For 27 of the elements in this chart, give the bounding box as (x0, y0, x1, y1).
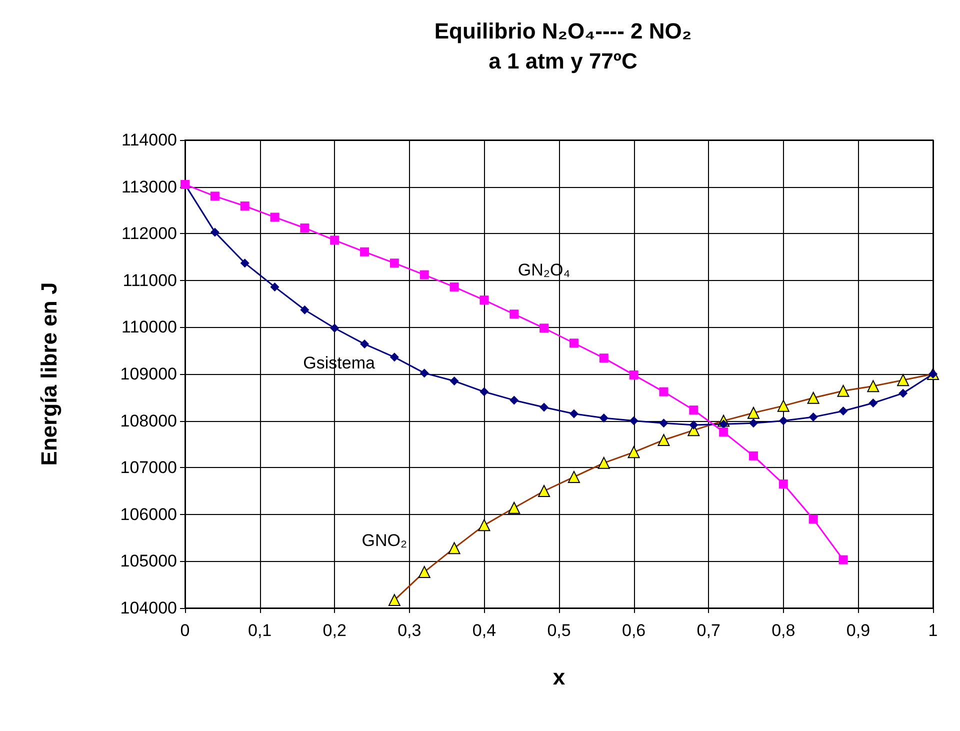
chart-subtitle: a 1 atm y 77ºC (488, 48, 638, 74)
x-tick-label: 0,5 (547, 621, 571, 640)
x-tick-label: 0,6 (622, 621, 646, 640)
x-tick-label: 0,1 (248, 621, 272, 640)
y-tick-label: 109000 (120, 364, 177, 384)
chart-title: Equilibrio N₂O₄---- 2 NO₂ (434, 18, 692, 44)
x-tick-label: 0,4 (472, 621, 496, 640)
x-tick-label: 0,3 (398, 621, 422, 640)
series-label: GNO₂ (362, 531, 408, 550)
y-axis-title: Energía libre en J (36, 282, 62, 466)
x-tick-label: 0,9 (846, 621, 870, 640)
x-tick-label: 0,7 (696, 621, 720, 640)
y-tick-label: 106000 (120, 504, 177, 524)
y-tick-label: 111000 (122, 270, 177, 290)
y-tick-label: 104000 (120, 598, 177, 618)
y-tick-label: 113000 (122, 177, 177, 196)
x-tick-label: 0,8 (772, 621, 796, 640)
y-tick-label: 107000 (120, 458, 177, 478)
y-tick-label: 108000 (120, 411, 177, 430)
x-tick-label: 1 (928, 621, 938, 640)
y-tick-label: 110000 (122, 318, 177, 337)
y-tick-label: 114000 (122, 130, 177, 150)
y-tick-label: 112000 (122, 224, 177, 244)
y-tick-label: 105000 (120, 552, 177, 571)
x-axis-title: x (552, 664, 566, 690)
x-tick-label: 0,2 (322, 621, 346, 640)
x-tick-label: 0 (180, 621, 190, 640)
